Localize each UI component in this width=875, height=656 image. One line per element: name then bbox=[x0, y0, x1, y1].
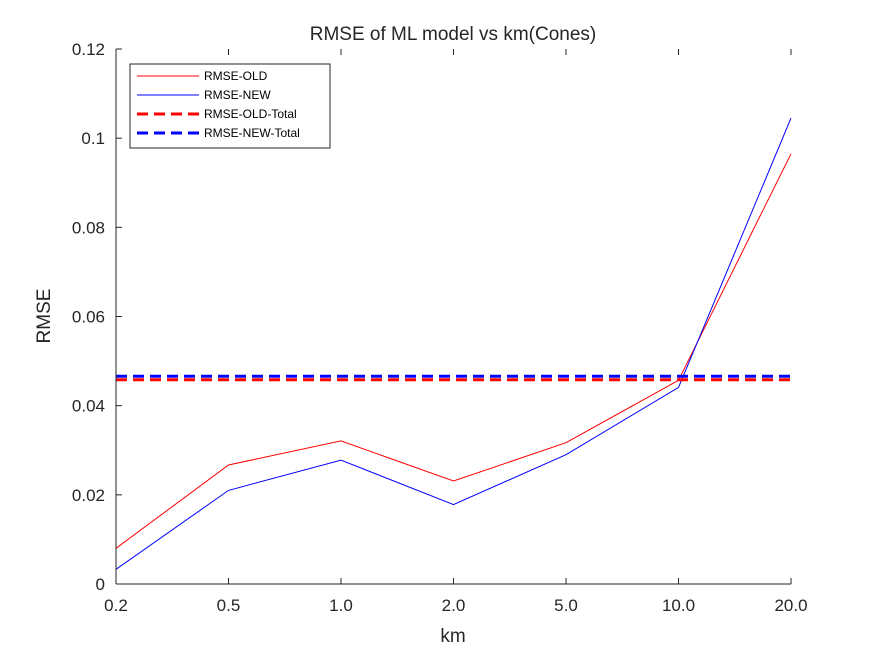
series-layer bbox=[115, 117, 792, 570]
legend-label: RMSE-OLD-Total bbox=[204, 107, 297, 121]
y-tick-label: 0.04 bbox=[72, 397, 105, 416]
y-axis-label: RMSE bbox=[34, 289, 55, 344]
x-axis-label: km bbox=[440, 626, 465, 647]
y-tick-label: 0.1 bbox=[81, 129, 105, 148]
y-tick-label: 0.12 bbox=[72, 40, 105, 59]
legend-label: RMSE-NEW-Total bbox=[204, 126, 300, 140]
x-tick-label: 0.5 bbox=[217, 596, 241, 615]
ticks-layer: 0.2 0.5 1.0 2.0 5.0 10.0 20.0 0 0.02 0.04 0.06 0.08… bbox=[72, 40, 808, 615]
legend: RMSE-OLD RMSE-NEW RMSE-OLD-Total RMSE-NEW-T… bbox=[129, 63, 331, 149]
x-tick-label: 2.0 bbox=[442, 596, 466, 615]
x-tick-label: 10.0 bbox=[662, 596, 695, 615]
y-tick-label: 0.02 bbox=[72, 486, 105, 505]
y-tick-label: 0.08 bbox=[72, 218, 105, 237]
legend-label: RMSE-OLD bbox=[204, 69, 268, 83]
legend-label: RMSE-NEW bbox=[204, 88, 271, 102]
y-tick-label: 0 bbox=[96, 575, 105, 594]
x-tick-label: 1.0 bbox=[329, 596, 353, 615]
y-tick-label: 0.06 bbox=[72, 308, 105, 327]
chart-title: RMSE of ML model vs km(Cones) bbox=[310, 24, 596, 45]
x-tick-label: 20.0 bbox=[774, 596, 807, 615]
series-line-rmse-new bbox=[115, 117, 792, 570]
x-tick-label: 0.2 bbox=[104, 596, 128, 615]
x-tick-label: 5.0 bbox=[554, 596, 578, 615]
